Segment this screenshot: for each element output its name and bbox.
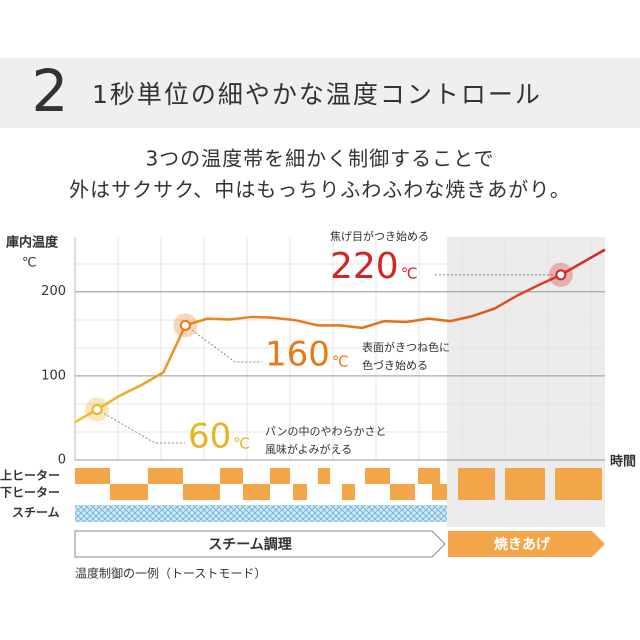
heater-block [75, 468, 110, 484]
annotation-note: 焦げ目がつき始める [330, 229, 429, 243]
header-band [0, 58, 640, 128]
y-label: 庫内温度 [6, 235, 59, 251]
phase-arrow [74, 530, 446, 558]
caption: 温度制御の一例（トーストモード） [75, 566, 266, 581]
heater-block [418, 468, 440, 484]
heater-block [432, 484, 447, 500]
heater-block [293, 484, 307, 500]
heater-block [318, 468, 330, 484]
heater-block [390, 484, 415, 500]
row-label: スチーム [12, 506, 60, 520]
grid [74, 237, 605, 461]
temperature-line [74, 248, 606, 424]
row-label: 下ヒーター [0, 486, 60, 500]
heater-block [505, 468, 545, 500]
annotation-note: 表面がきつね色に [362, 340, 450, 354]
header-number: 2 [32, 57, 69, 125]
marker [179, 319, 191, 331]
annotation-unit: ℃ [401, 265, 418, 283]
y-tick-label: 0 [58, 453, 66, 468]
subtitle: 外はサクサク、中はもっちりふわふわな焼きあがり。 [69, 178, 571, 202]
heater-block [555, 468, 602, 500]
heater-block [183, 484, 220, 500]
annotation-unit: ℃ [233, 435, 250, 453]
phase-arrow [448, 531, 605, 557]
annotation-value: 60 [188, 417, 231, 457]
y-tick-label: 100 [41, 368, 66, 383]
steam-band [75, 505, 447, 522]
row-label: 上ヒーター [0, 468, 60, 483]
heater-block [148, 468, 183, 484]
heater-block [110, 484, 148, 500]
heater-block [270, 468, 290, 484]
annotation-note: 色づき始める [362, 358, 428, 372]
heater-block [458, 468, 495, 500]
annotation-note: パンの中のやわらかさと [265, 425, 387, 438]
heater-block [365, 468, 390, 484]
phase-label: 焼きあげ [494, 536, 551, 553]
annotation-note: 風味がよみがえる [265, 442, 352, 456]
heater-blocks [75, 468, 602, 500]
annotation-unit: ℃ [332, 353, 349, 371]
x-label: 時間 [610, 454, 636, 470]
subtitle: 3つの温度帯を細かく制御することで [145, 147, 494, 171]
header-title: 1秒単位の細やかな温度コントロール [92, 80, 542, 109]
annotation-value: 160 [265, 335, 330, 375]
y-label: ℃ [22, 256, 37, 271]
heater-block [243, 484, 270, 500]
leader-line [96, 409, 185, 444]
marker [91, 404, 103, 416]
heater-block [342, 484, 355, 500]
y-tick-label: 200 [41, 284, 66, 299]
annotation-value: 220 [330, 246, 399, 287]
leader-line [185, 324, 262, 363]
phase-label: スチーム調理 [208, 536, 292, 553]
heater-block [220, 468, 243, 484]
marker [555, 269, 567, 281]
